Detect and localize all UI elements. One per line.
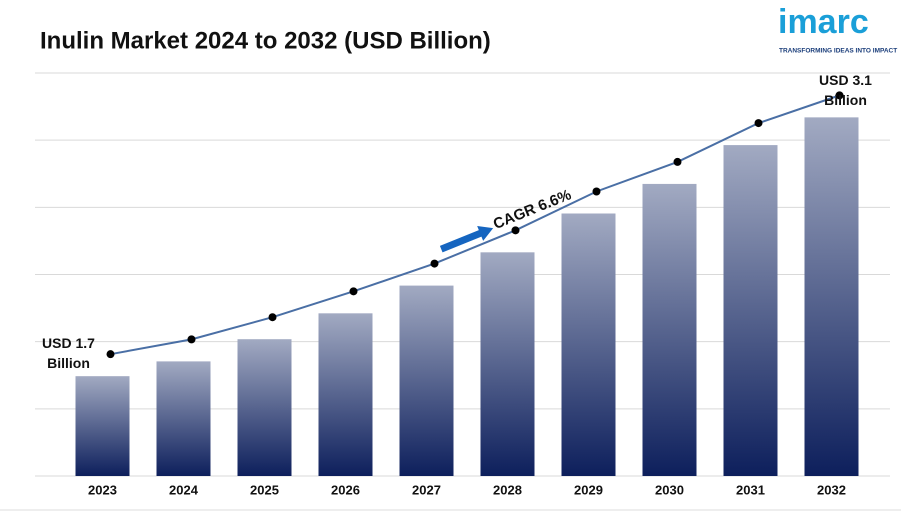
bar [561, 213, 616, 476]
trend-dot [754, 119, 763, 128]
bar [480, 252, 535, 476]
x-tick-label: 2024 [169, 482, 199, 497]
trend-dot [835, 91, 844, 100]
value-label: USD 3.1 [819, 72, 872, 88]
logo-tagline: TRANSFORMING IDEAS INTO IMPACT [779, 48, 897, 55]
logo: imarc [778, 3, 869, 41]
bar [156, 361, 211, 476]
bar [237, 339, 292, 476]
x-tick-label: 2032 [817, 482, 846, 497]
trend-dot [187, 335, 196, 344]
x-tick-label: 2026 [331, 482, 360, 497]
trend-dot [430, 259, 439, 268]
value-label: USD 1.7 [42, 335, 95, 351]
trend-dot [268, 313, 277, 322]
chart-title: Inulin Market 2024 to 2032 (USD Billion) [40, 27, 491, 54]
x-tick-label: 2031 [736, 482, 765, 497]
trend-dot [673, 157, 682, 166]
x-tick-label: 2030 [655, 482, 684, 497]
trend-dot [511, 226, 520, 235]
trend-line [110, 94, 840, 356]
x-tick-label: 2028 [493, 482, 522, 497]
cagr-annotation: CAGR 6.6% [439, 186, 574, 253]
bar [75, 376, 130, 476]
x-tick-label: 2025 [250, 482, 279, 497]
value-label: Billion [47, 355, 90, 371]
x-tick-label: 2023 [88, 482, 117, 497]
cagr-arrow [439, 229, 484, 253]
bar [399, 285, 454, 476]
bar [723, 145, 778, 477]
cagr-label: CAGR 6.6% [491, 186, 574, 233]
trend-dot [349, 287, 358, 296]
x-tick-label: 2027 [412, 482, 441, 497]
value-label: Billion [824, 92, 867, 108]
cagr-arrowhead [477, 225, 494, 241]
bar [642, 183, 697, 477]
x-tick-label: 2029 [574, 482, 603, 497]
trend-dot [592, 187, 601, 196]
trend-dot [106, 350, 115, 359]
bar [318, 313, 373, 476]
bar [804, 117, 859, 476]
